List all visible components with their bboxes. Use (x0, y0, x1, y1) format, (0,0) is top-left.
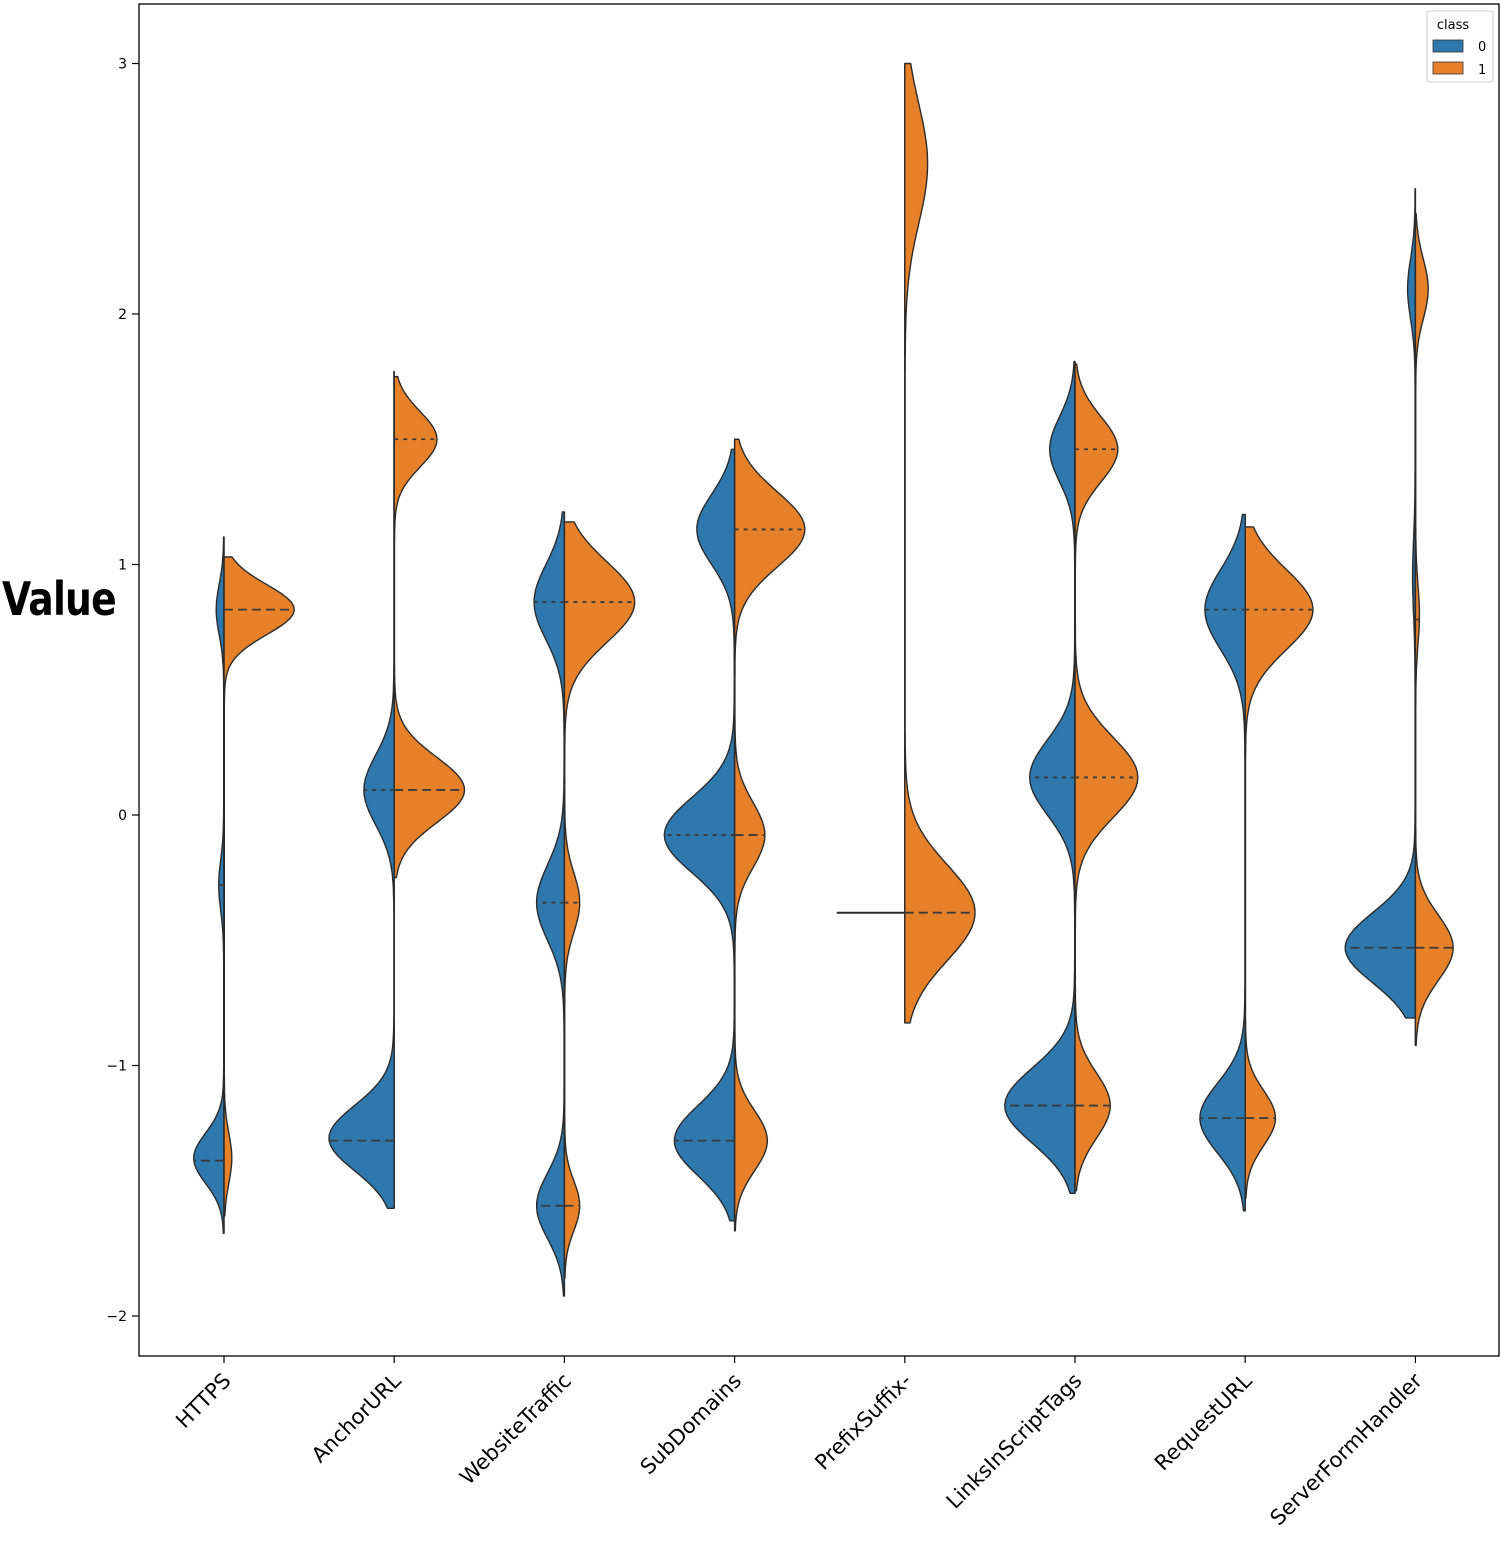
violin-serverformhandler-class-0 (1344, 188, 1417, 1019)
legend-label-class-1: 1 (1478, 63, 1486, 78)
x-tick-label: ServerFormHandler (1265, 1368, 1427, 1530)
legend-swatch-class-1 (1432, 61, 1464, 75)
x-tick-label: AnchorURL (307, 1368, 406, 1467)
x-tick-label: LinksInScriptTags (942, 1369, 1087, 1514)
quartile-lines-layer (193, 438, 1454, 1207)
y-tick-label: 3 (118, 57, 127, 73)
violin-serverformhandler-class-1 (1414, 213, 1454, 1047)
x-tick-label: SubDomains (636, 1369, 747, 1480)
y-axis: −2 −1 0 1 2 3 (106, 57, 139, 1325)
y-tick-label: 2 (118, 307, 127, 323)
violin-subdomains-class-0 (663, 448, 736, 1222)
legend: class 0 1 (1426, 10, 1494, 83)
violin-prefixsuffix-class-1 (904, 62, 976, 1024)
violin-https-class-0 (193, 536, 225, 1235)
x-tick-label: RequestURL (1150, 1368, 1257, 1475)
y-tick-label: 0 (118, 808, 127, 824)
y-axis-title: Value (2, 572, 117, 626)
legend-label-class-0: 0 (1478, 40, 1486, 55)
x-axis: HTTPS AnchorURL WebsiteTraffic SubDomains Pr… (171, 1356, 1427, 1530)
violin-linksinscripttags-class-1 (1074, 363, 1139, 1192)
legend-swatch-class-0 (1432, 39, 1464, 53)
legend-title: class (1437, 18, 1469, 33)
y-tick-label: −1 (106, 1059, 127, 1075)
x-tick-label: PrefixSuffix- (810, 1369, 916, 1475)
violins-layer (193, 62, 1454, 1297)
y-tick-label: −2 (106, 1309, 127, 1325)
violin-requesturl-class-1 (1244, 526, 1314, 1199)
violin-subdomains-class-1 (733, 438, 806, 1232)
violin-linksinscripttags-class-0 (1004, 360, 1076, 1194)
violin-requesturl-class-0 (1199, 513, 1246, 1212)
violin-websitetraffic-class-1 (563, 521, 636, 1280)
y-tick-label: 1 (118, 558, 127, 574)
violin-anchorurl-class-1 (393, 375, 466, 879)
violin-websitetraffic-class-0 (533, 511, 566, 1297)
plot-frame (138, 3, 1500, 1357)
x-tick-label: WebsiteTraffic (455, 1369, 576, 1490)
violin-https-class-1 (223, 556, 295, 1217)
x-tick-label: HTTPS (171, 1369, 235, 1433)
